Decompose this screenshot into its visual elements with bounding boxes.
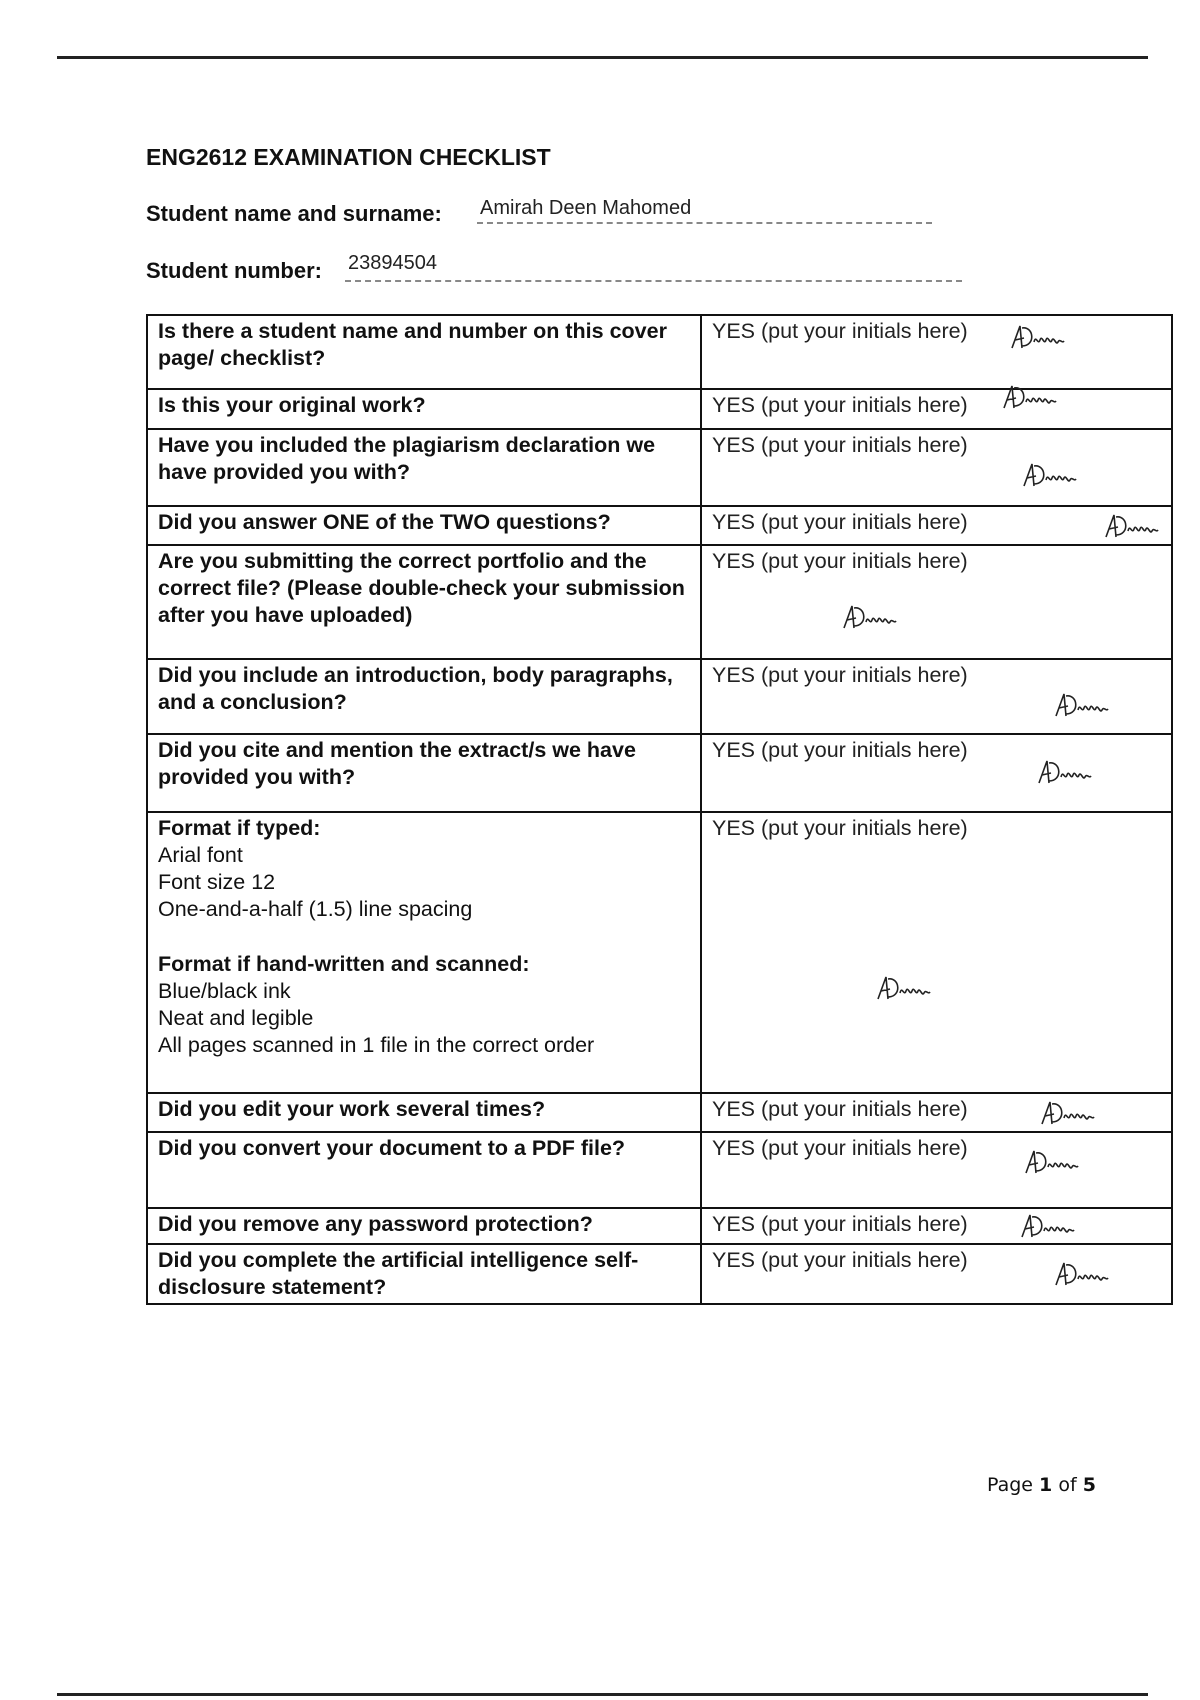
table-row: Did you convert your document to a PDF f… xyxy=(146,1131,1173,1209)
question: Did you cite and mention the extract/s w… xyxy=(146,733,702,813)
signature-stroke xyxy=(877,976,931,1000)
answer-cell: YES (put your initials here) xyxy=(700,733,1173,813)
format-line: All pages scanned in 1 file in the corre… xyxy=(158,1033,595,1057)
table-row: Is there a student name and number on th… xyxy=(146,314,1173,390)
signature-initials xyxy=(1021,1214,1075,1238)
yes-label: YES (put your initials here) xyxy=(712,433,968,457)
yes-label: YES (put your initials here) xyxy=(712,1248,968,1272)
page-current: 1 xyxy=(1039,1474,1053,1496)
question: Did you complete the artificial intellig… xyxy=(146,1243,702,1305)
yes-label: YES (put your initials here) xyxy=(712,816,968,840)
student-name-value: Amirah Deen Mahomed xyxy=(480,197,692,219)
signature-stroke xyxy=(1025,1150,1079,1174)
signature-stroke xyxy=(1021,1214,1075,1238)
yes-label: YES (put your initials here) xyxy=(712,319,968,343)
signature-stroke xyxy=(1023,463,1077,487)
question: Did you remove any password protection? xyxy=(146,1207,702,1245)
table-row: Did you complete the artificial intellig… xyxy=(146,1243,1173,1305)
table-row: Did you edit your work several times? YES… xyxy=(146,1092,1173,1133)
page-total: 5 xyxy=(1082,1474,1096,1496)
student-number-underline xyxy=(345,280,962,282)
page-indicator: Page 1 of 5 xyxy=(987,1474,1096,1496)
yes-label: YES (put your initials here) xyxy=(712,1097,968,1121)
top-rule xyxy=(57,56,1148,59)
table-row: Have you included the plagiarism declara… xyxy=(146,428,1173,507)
signature-stroke xyxy=(1055,1262,1109,1286)
signature-initials xyxy=(877,976,931,1000)
table-row: Did you include an introduction, body pa… xyxy=(146,658,1173,735)
signature-initials xyxy=(843,605,897,629)
yes-label: YES (put your initials here) xyxy=(712,393,968,417)
signature-stroke xyxy=(1055,693,1109,717)
table-row: Did you cite and mention the extract/s w… xyxy=(146,733,1173,813)
question: Have you included the plagiarism declara… xyxy=(146,428,702,507)
format-line: Blue/black ink xyxy=(158,979,291,1003)
question: Did you edit your work several times? xyxy=(146,1092,702,1133)
question: Are you submitting the correct portfolio… xyxy=(146,544,702,660)
signature-stroke xyxy=(1041,1101,1095,1125)
format-line: One-and-a-half (1.5) line spacing xyxy=(158,897,473,921)
signature-initials xyxy=(1041,1101,1095,1125)
answer-cell: YES (put your initials here) xyxy=(700,1243,1173,1305)
answer-cell: YES (put your initials here) xyxy=(700,428,1173,507)
signature-initials xyxy=(1003,385,1057,409)
yes-label: YES (put your initials here) xyxy=(712,663,968,687)
signature-initials xyxy=(1105,514,1159,538)
signature-initials xyxy=(1023,463,1077,487)
question: Did you include an introduction, body pa… xyxy=(146,658,702,735)
answer-cell: YES (put your initials here) xyxy=(700,385,1173,430)
signature-stroke xyxy=(1011,325,1065,349)
table-row: Are you submitting the correct portfolio… xyxy=(146,544,1173,660)
answer-cell: YES (put your initials here) xyxy=(700,1092,1173,1133)
signature-initials xyxy=(1025,1150,1079,1174)
page-title: ENG2612 EXAMINATION CHECKLIST xyxy=(146,144,551,170)
table-row: Did you remove any password protection? Y… xyxy=(146,1207,1173,1245)
checklist-table: Is there a student name and number on th… xyxy=(146,314,1173,1305)
answer-cell: YES (put your initials here) xyxy=(700,314,1173,390)
format-line: Arial font xyxy=(158,843,243,867)
format-typed-heading: Format if typed: xyxy=(158,816,321,840)
answer-cell: YES (put your initials here) xyxy=(700,1131,1173,1209)
yes-label: YES (put your initials here) xyxy=(712,510,968,534)
student-number-value: 23894504 xyxy=(348,252,437,274)
student-name-label: Student name and surname: xyxy=(146,201,442,226)
answer-cell: YES (put your initials here) xyxy=(700,658,1173,735)
table-row: Is this your original work? YES (put your… xyxy=(146,385,1173,430)
question: Is this your original work? xyxy=(146,388,702,430)
answer-cell: YES (put your initials here) xyxy=(700,1207,1173,1245)
yes-label: YES (put your initials here) xyxy=(712,549,968,573)
signature-stroke xyxy=(1003,385,1057,409)
signature-initials xyxy=(1038,760,1092,784)
table-row: Did you answer ONE of the TWO questions?… xyxy=(146,505,1173,546)
yes-label: YES (put your initials here) xyxy=(712,1212,968,1236)
bottom-rule xyxy=(57,1693,1148,1696)
signature-stroke xyxy=(1038,760,1092,784)
format-cell: Format if typed: Arial font Font size 12… xyxy=(146,811,702,1094)
format-handwritten-heading: Format if hand-written and scanned: xyxy=(158,952,530,976)
yes-label: YES (put your initials here) xyxy=(712,1136,968,1160)
student-name-underline xyxy=(477,222,932,224)
table-row: Format if typed: Arial font Font size 12… xyxy=(146,811,1173,1094)
format-line: Font size 12 xyxy=(158,870,276,894)
question: Is there a student name and number on th… xyxy=(146,314,702,390)
signature-stroke xyxy=(843,605,897,629)
answer-cell: YES (put your initials here) xyxy=(700,811,1173,1094)
signature-stroke xyxy=(1105,514,1159,538)
page-prefix: Page xyxy=(987,1474,1040,1496)
signature-initials xyxy=(1055,693,1109,717)
question: Did you answer ONE of the TWO questions? xyxy=(146,505,702,546)
page-sep: of xyxy=(1052,1474,1083,1496)
signature-initials xyxy=(1011,325,1065,349)
format-line: Neat and legible xyxy=(158,1006,314,1030)
answer-cell: YES (put your initials here) xyxy=(700,505,1173,546)
signature-initials xyxy=(1055,1262,1109,1286)
question: Did you convert your document to a PDF f… xyxy=(146,1131,702,1209)
student-number-label: Student number: xyxy=(146,258,322,283)
answer-cell: YES (put your initials here) xyxy=(700,544,1173,660)
yes-label: YES (put your initials here) xyxy=(712,738,968,762)
